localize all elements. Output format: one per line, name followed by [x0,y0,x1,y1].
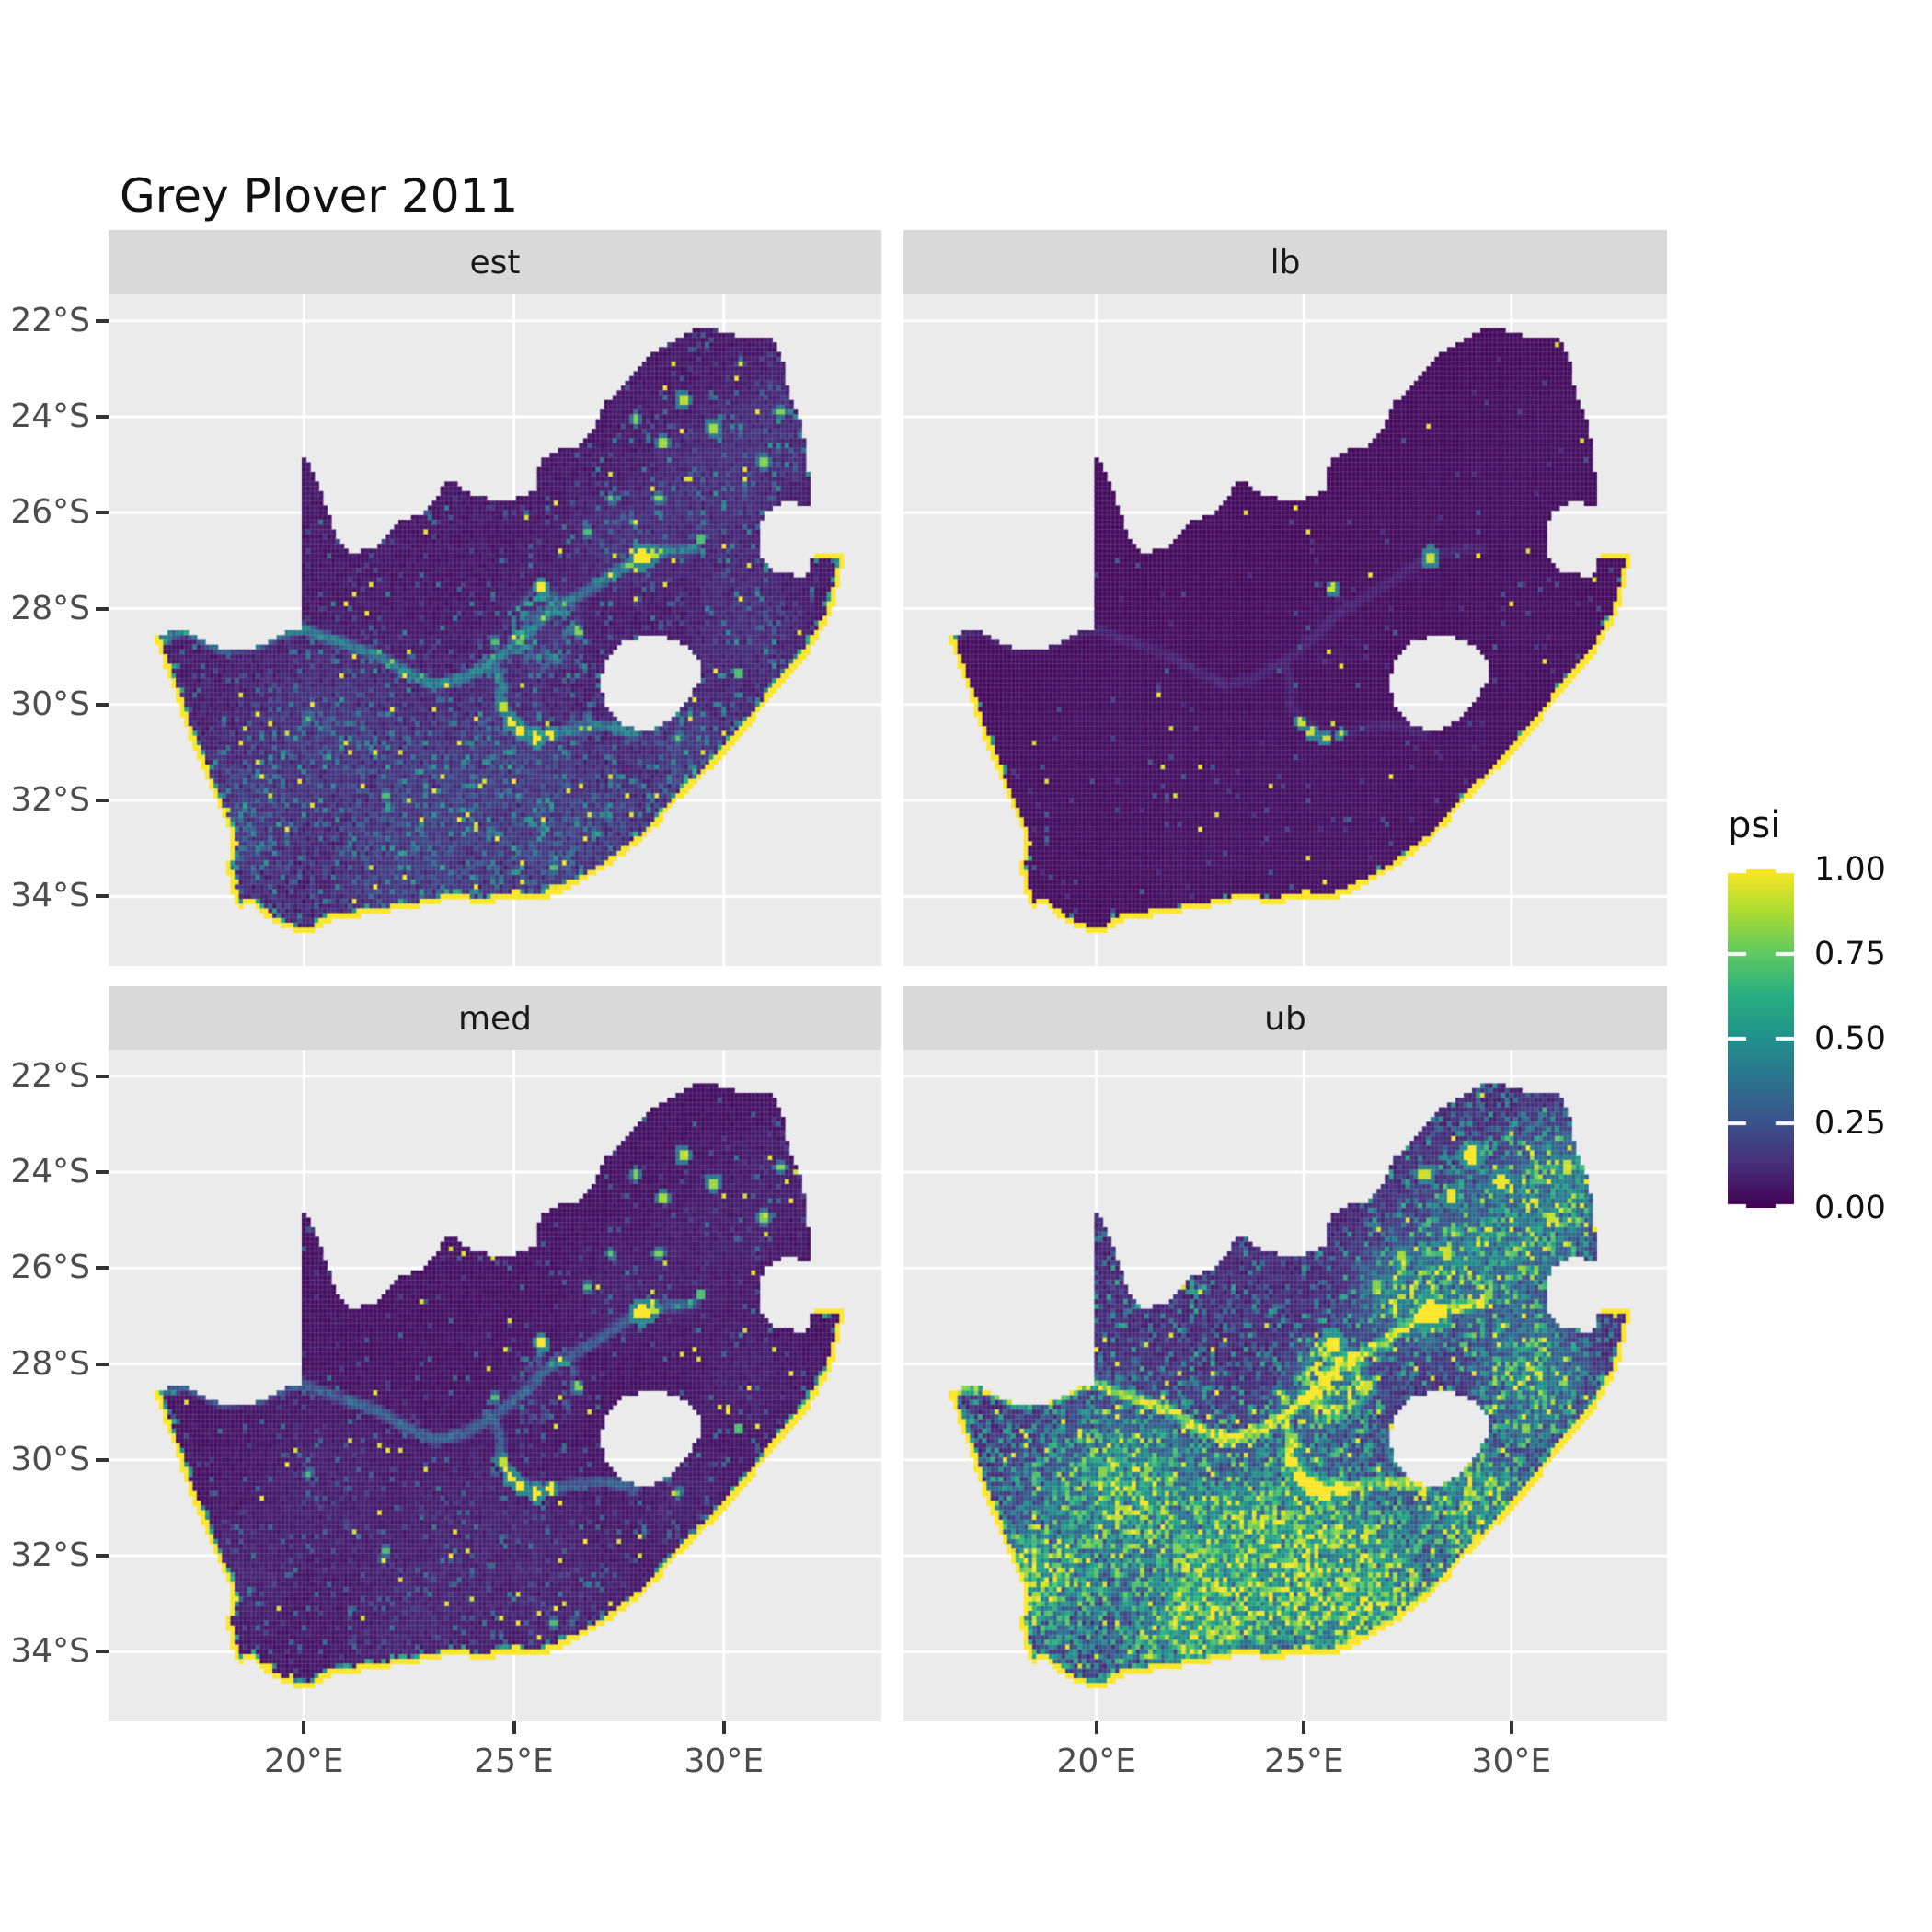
facet-strip-label-med: med [457,999,533,1038]
facet-strip-lb: lb [903,230,1667,294]
x-tick-mark [1094,1721,1098,1734]
y-tick-label: 28°S [10,1344,90,1383]
y-tick-label: 32°S [10,781,90,820]
x-tick-label: 25°E [1264,1742,1344,1780]
x-tick-mark [512,1721,516,1734]
page-title: Grey Plover 2011 [120,169,519,223]
y-tick-label: 26°S [10,493,90,532]
y-tick-label: 30°S [10,684,90,723]
legend-tick-label: 0.75 [1814,936,1886,972]
y-tick-mark [96,1362,109,1366]
legend-colorbar [1728,869,1794,1208]
y-tick-mark [96,1266,109,1271]
legend-title: psi [1728,804,1781,846]
y-tick-mark [96,702,109,707]
legend-tick-label: 0.50 [1814,1020,1886,1057]
y-tick-mark [96,1650,109,1654]
y-tick-label: 26°S [10,1248,90,1287]
y-tick-label: 34°S [10,877,90,915]
legend-tick-label: 0.00 [1814,1190,1886,1226]
y-tick-label: 32°S [10,1536,90,1575]
x-tick-label: 20°E [264,1742,344,1780]
y-tick-mark [96,318,109,323]
x-tick-mark [721,1721,726,1734]
map-panel-lb [903,294,1667,966]
legend-tick-label: 0.25 [1814,1105,1886,1142]
x-tick-label: 20°E [1056,1742,1137,1780]
y-tick-label: 24°S [10,397,90,435]
facet-strip-med: med [109,986,881,1051]
y-tick-label: 22°S [10,1056,90,1095]
y-tick-mark [96,1457,109,1462]
x-tick-label: 30°E [684,1742,765,1780]
facet-strip-label-lb: lb [1270,243,1301,282]
x-tick-mark [1302,1721,1306,1734]
y-tick-mark [96,1074,109,1078]
map-panel-est [109,294,881,966]
facet-strip-label-est: est [469,243,521,282]
legend-tick-label: 1.00 [1814,851,1886,888]
facet-strip-est: est [109,230,881,294]
y-tick-mark [96,606,109,611]
y-tick-mark [96,1169,109,1174]
x-tick-label: 30°E [1471,1742,1552,1780]
x-tick-label: 25°E [474,1742,554,1780]
y-tick-label: 28°S [10,589,90,627]
y-tick-mark [96,799,109,803]
y-tick-label: 34°S [10,1632,90,1671]
y-tick-mark [96,894,109,899]
y-tick-mark [96,511,109,515]
y-tick-label: 22°S [10,301,90,339]
x-tick-mark [302,1721,306,1734]
y-tick-label: 24°S [10,1152,90,1190]
facet-strip-ub: ub [903,986,1667,1051]
map-panel-ub [903,1050,1667,1721]
x-tick-mark [1509,1721,1513,1734]
y-tick-mark [96,1554,109,1558]
facet-strip-label-ub: ub [1264,999,1306,1038]
map-panel-med [109,1050,881,1721]
y-tick-mark [96,414,109,419]
y-tick-label: 30°S [10,1440,90,1478]
